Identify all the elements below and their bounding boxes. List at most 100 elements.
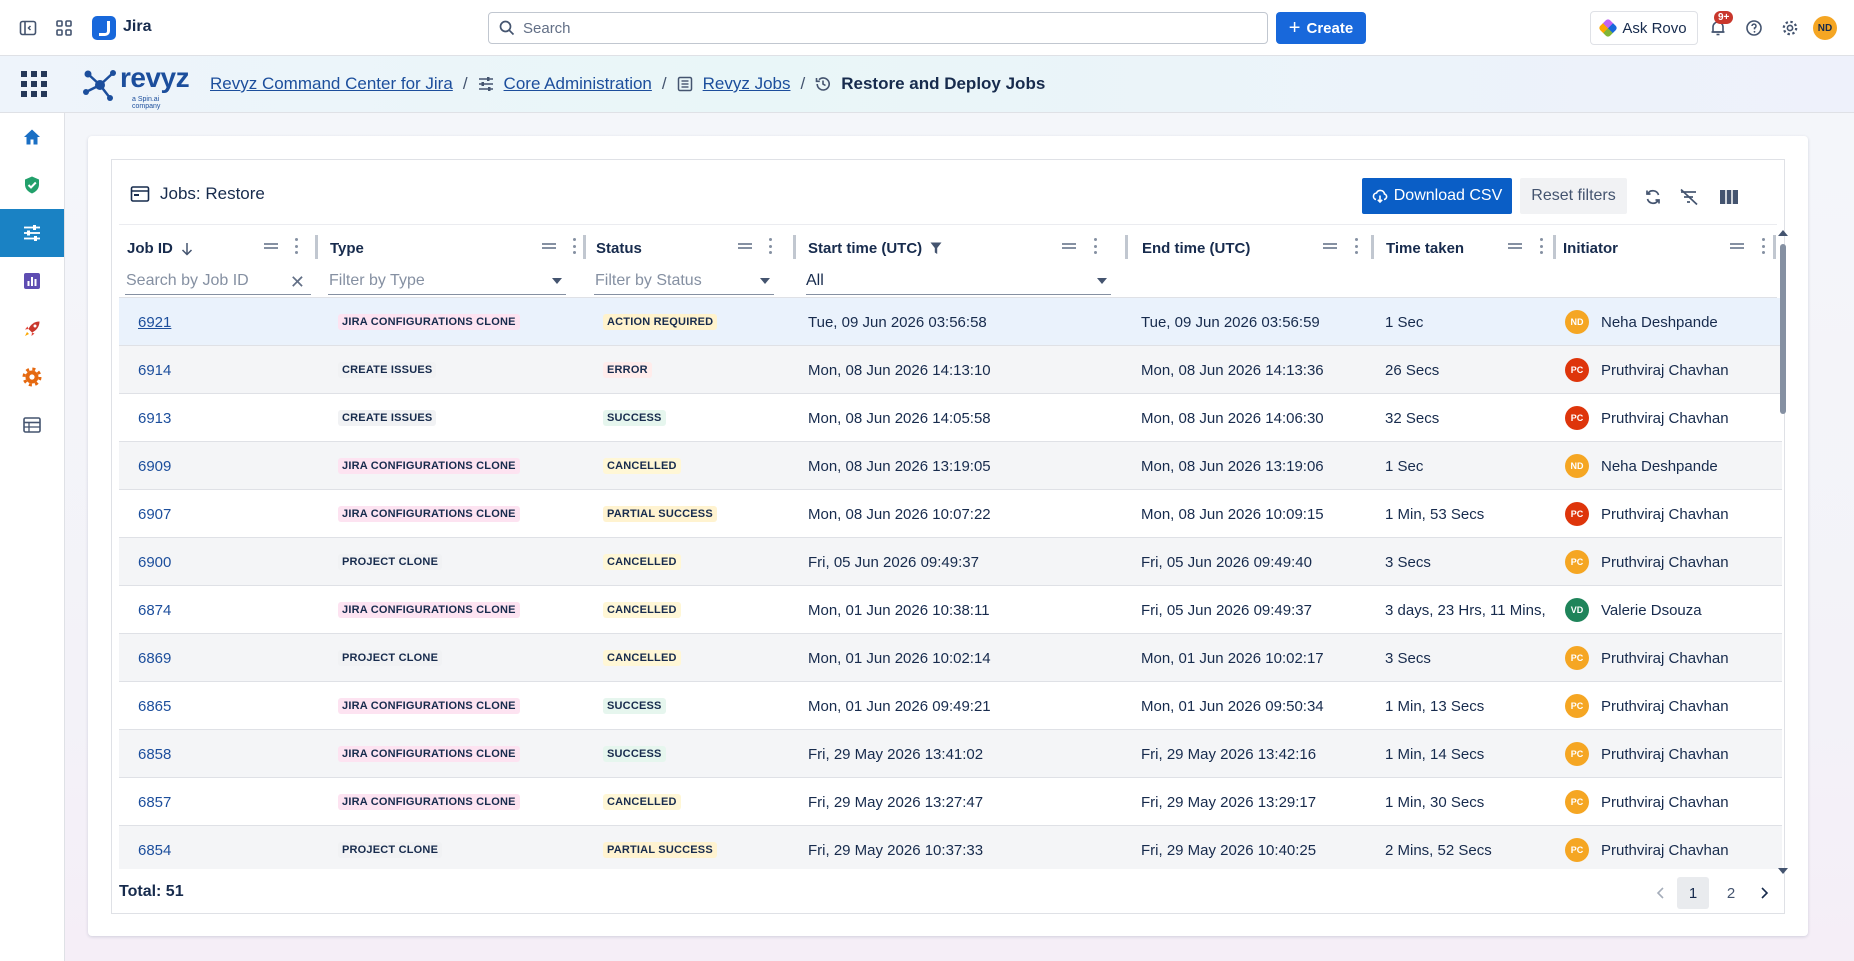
breadcrumb-command-center[interactable]: Revyz Command Center for Jira — [210, 74, 453, 93]
clear-filters-icon[interactable] — [1678, 186, 1700, 208]
create-button[interactable]: + Create — [1276, 12, 1366, 44]
ask-rovo-button[interactable]: Ask Rovo — [1590, 11, 1698, 45]
sort-descending-icon[interactable] — [181, 242, 193, 256]
column-resize-handle[interactable] — [1371, 235, 1374, 259]
nav-security[interactable] — [0, 161, 64, 209]
column-header-end-time[interactable]: End time (UTC) — [1142, 240, 1251, 257]
nav-calendar[interactable] — [0, 401, 64, 449]
page-1-button[interactable]: 1 — [1677, 877, 1709, 909]
table-row[interactable]: 6921 JIRA CONFIGURATIONS CLONE ACTION REQU… — [119, 298, 1782, 346]
drag-handle-icon[interactable] — [1730, 239, 1744, 253]
table-row[interactable]: 6854 PROJECT CLONE PARTIAL SUCCESS Fri, 29 … — [119, 826, 1782, 869]
job-id-link[interactable]: 6865 — [138, 697, 172, 715]
start-time-filter-value[interactable]: All — [806, 271, 824, 289]
search-input[interactable] — [523, 19, 1223, 37]
next-page-chevron-icon[interactable] — [1752, 877, 1776, 909]
table-row[interactable]: 6874 JIRA CONFIGURATIONS CLONE CANCELLED Mo… — [119, 586, 1782, 634]
job-id-link[interactable]: 6858 — [138, 745, 172, 763]
breadcrumb-core-administration[interactable]: Core Administration — [503, 74, 652, 93]
nav-home[interactable] — [0, 113, 64, 161]
table-row[interactable]: 6914 CREATE ISSUES ERROR Mon, 08 Jun 2026 1… — [119, 346, 1782, 394]
previous-page-chevron-icon[interactable] — [1649, 877, 1673, 909]
column-header-type[interactable]: Type — [330, 240, 364, 257]
job-id-link[interactable]: 6921 — [138, 313, 172, 331]
status-filter[interactable] — [594, 267, 774, 295]
jira-logo-icon[interactable] — [92, 16, 116, 40]
column-menu-icon[interactable] — [1093, 238, 1097, 254]
app-switcher-icon[interactable] — [52, 16, 76, 40]
job-id-link[interactable]: 6913 — [138, 409, 172, 427]
column-resize-handle[interactable] — [1553, 235, 1556, 259]
breadcrumb-revyz-jobs[interactable]: Revyz Jobs — [702, 74, 791, 93]
drag-handle-icon[interactable] — [1323, 239, 1337, 253]
column-header-start-time[interactable]: Start time (UTC) — [808, 240, 942, 257]
revyz-logo[interactable]: revyz a Spin.ai company — [80, 62, 190, 110]
start-time-filter[interactable]: All — [806, 267, 1111, 295]
table-row[interactable]: 6909 JIRA CONFIGURATIONS CLONE CANCELLED Mo… — [119, 442, 1782, 490]
table-row[interactable]: 6869 PROJECT CLONE CANCELLED Mon, 01 Jun 20… — [119, 634, 1782, 682]
columns-icon[interactable] — [1718, 186, 1740, 208]
cell-time-taken: 1 Min, 30 Secs — [1385, 793, 1485, 811]
job-id-link[interactable]: 6909 — [138, 457, 172, 475]
column-resize-handle[interactable] — [793, 235, 796, 259]
drag-handle-icon[interactable] — [1508, 239, 1522, 253]
drag-handle-icon[interactable] — [1062, 239, 1076, 253]
scroll-up-arrow-icon[interactable] — [1778, 230, 1788, 236]
column-header-job-id[interactable]: Job ID — [127, 240, 193, 257]
status-filter-select[interactable] — [594, 271, 774, 290]
filter-funnel-icon[interactable] — [930, 242, 942, 255]
page-2-button[interactable]: 2 — [1726, 884, 1736, 902]
drag-handle-icon[interactable] — [542, 239, 556, 253]
user-avatar[interactable]: ND — [1813, 16, 1837, 40]
nav-deploy[interactable] — [0, 305, 64, 353]
table-scrollbar[interactable] — [1778, 228, 1788, 878]
column-resize-handle[interactable] — [315, 235, 318, 259]
column-header-initiator[interactable]: Initiator — [1563, 240, 1618, 257]
download-csv-button[interactable]: Download CSV — [1362, 178, 1512, 214]
table-row[interactable]: 6900 PROJECT CLONE CANCELLED Fri, 05 Jun 20… — [119, 538, 1782, 586]
global-search[interactable] — [488, 12, 1268, 44]
type-filter[interactable] — [328, 267, 566, 295]
table-row[interactable]: 6913 CREATE ISSUES SUCCESS Mon, 08 Jun 2026… — [119, 394, 1782, 442]
refresh-icon[interactable] — [1642, 186, 1664, 208]
app-name[interactable]: Jira — [123, 18, 152, 35]
job-id-link[interactable]: 6900 — [138, 553, 172, 571]
sidebar-toggle-icon[interactable] — [16, 16, 40, 40]
column-resize-handle[interactable] — [1773, 235, 1776, 259]
table-row[interactable]: 6858 JIRA CONFIGURATIONS CLONE SUCCESS Fri,… — [119, 730, 1782, 778]
column-menu-icon[interactable] — [1539, 238, 1543, 254]
reset-filters-button[interactable]: Reset filters — [1520, 178, 1627, 214]
column-menu-icon[interactable] — [572, 238, 576, 254]
type-filter-select[interactable] — [328, 271, 566, 290]
nav-core-administration[interactable] — [0, 209, 64, 257]
table-row[interactable]: 6865 JIRA CONFIGURATIONS CLONE SUCCESS Mon,… — [119, 682, 1782, 730]
job-id-link[interactable]: 6907 — [138, 505, 172, 523]
column-menu-icon[interactable] — [768, 238, 772, 254]
column-menu-icon[interactable] — [294, 238, 298, 254]
clear-icon[interactable]: ✕ — [289, 272, 305, 292]
column-menu-icon[interactable] — [1354, 238, 1358, 254]
settings-gear-icon[interactable] — [1778, 16, 1802, 40]
job-id-link[interactable]: 6914 — [138, 361, 172, 379]
job-id-search-input[interactable] — [125, 271, 311, 290]
nav-reports[interactable] — [0, 257, 64, 305]
nav-settings[interactable] — [0, 353, 64, 401]
help-icon[interactable] — [1742, 16, 1766, 40]
column-menu-icon[interactable] — [1761, 238, 1765, 254]
job-id-link[interactable]: 6854 — [138, 841, 172, 859]
table-row[interactable]: 6857 JIRA CONFIGURATIONS CLONE CANCELLED Fr… — [119, 778, 1782, 826]
job-id-link[interactable]: 6874 — [138, 601, 172, 619]
table-row[interactable]: 6907 JIRA CONFIGURATIONS CLONE PARTIAL SUC… — [119, 490, 1782, 538]
job-id-link[interactable]: 6869 — [138, 649, 172, 667]
app-menu-grid-icon[interactable] — [21, 71, 47, 97]
drag-handle-icon[interactable] — [264, 239, 278, 253]
drag-handle-icon[interactable] — [738, 239, 752, 253]
scroll-thumb[interactable] — [1780, 244, 1786, 414]
column-header-time-taken[interactable]: Time taken — [1386, 240, 1465, 257]
job-id-link[interactable]: 6857 — [138, 793, 172, 811]
column-header-status[interactable]: Status — [596, 240, 642, 257]
column-resize-handle[interactable] — [583, 235, 586, 259]
revyz-wordmark: revyz — [120, 62, 190, 93]
scroll-down-arrow-icon[interactable] — [1778, 868, 1788, 874]
column-resize-handle[interactable] — [1125, 235, 1128, 259]
